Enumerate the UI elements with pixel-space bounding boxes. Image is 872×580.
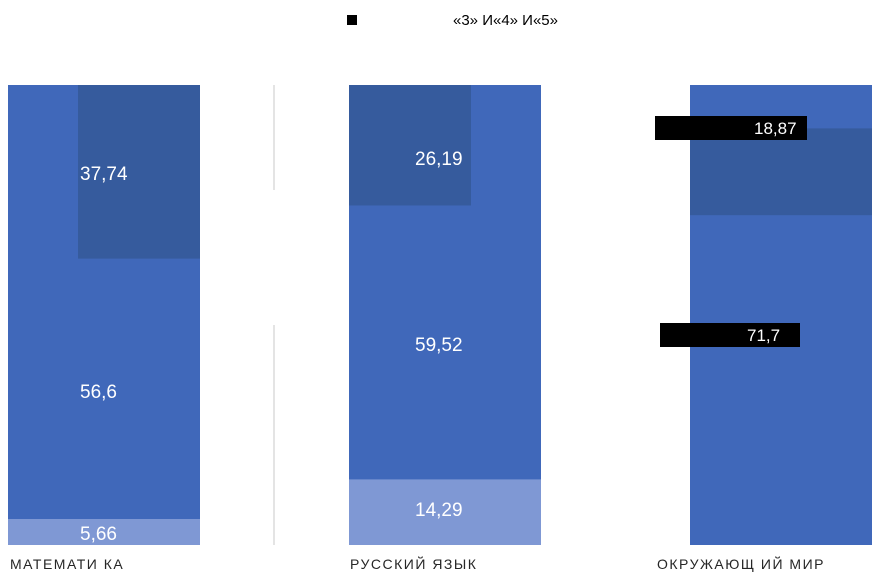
- data-label: 5,66: [80, 524, 117, 545]
- bar-segment-dark: [690, 128, 872, 216]
- data-label: 56,6: [80, 382, 117, 403]
- category-label: ОКРУЖАЮЩ ИЙ МИР: [657, 555, 825, 572]
- data-label: 18,87: [754, 119, 797, 138]
- bar-segment-main: [8, 258, 200, 519]
- legend-label: «3» И«4» И«5»: [453, 12, 558, 29]
- data-label: 37,74: [80, 164, 128, 185]
- data-label: 14,29: [415, 500, 463, 521]
- bar-segment-dark: [349, 85, 471, 206]
- category-label: РУССКИЙ ЯЗЫК: [350, 555, 477, 572]
- bar-segment-light: [8, 518, 200, 545]
- bar-segment-main: [349, 205, 541, 480]
- data-label: 71,7: [747, 326, 780, 345]
- legend-marker: [347, 15, 357, 25]
- data-label-box: [655, 116, 807, 140]
- bar-segment-dark: [78, 85, 200, 259]
- bar-segment-main: [690, 215, 872, 545]
- category-label: МАТЕМАТИ КА: [10, 556, 124, 572]
- data-label: 59,52: [415, 335, 463, 356]
- bar-segment-light: [349, 479, 541, 545]
- data-label: 26,19: [415, 149, 463, 170]
- data-label-box: [660, 323, 800, 347]
